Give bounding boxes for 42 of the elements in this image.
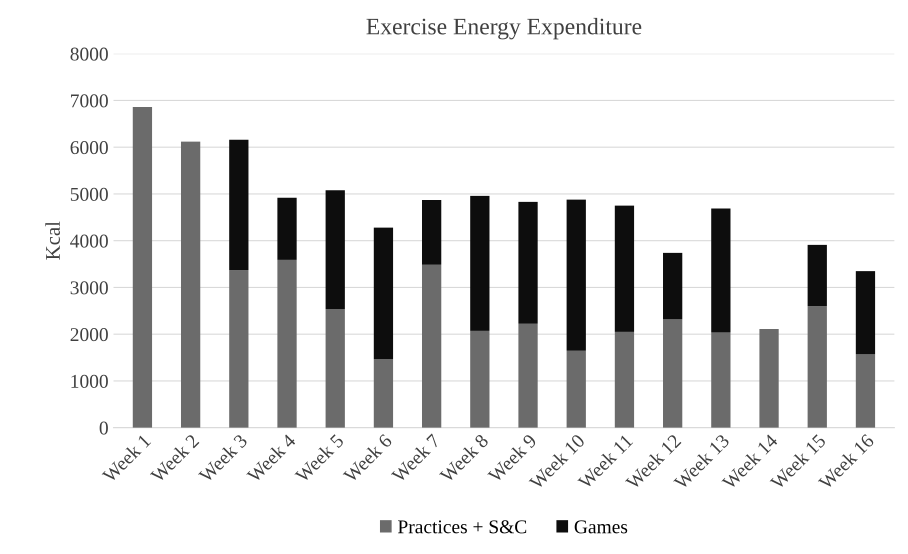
bar [663, 252, 682, 320]
bar [566, 200, 586, 351]
bar [277, 198, 297, 260]
y-tick-label: 0 [100, 422, 108, 435]
bar [518, 323, 538, 428]
bar [470, 330, 490, 428]
bar [808, 244, 827, 306]
bar [422, 264, 442, 428]
bar [566, 350, 586, 428]
bar [229, 140, 248, 270]
bar [374, 358, 394, 428]
bar [132, 107, 152, 428]
legend-label: Practices + S&C [398, 520, 526, 534]
bar [277, 260, 297, 428]
y-tick-label: 8000 [70, 48, 108, 61]
bar [326, 190, 345, 309]
bar [326, 308, 345, 428]
y-tick-label: 4000 [70, 234, 108, 248]
bar [518, 202, 538, 324]
bar [229, 270, 248, 428]
y-tick-label: 1000 [71, 374, 108, 388]
y-tick-label: 2000 [70, 328, 108, 342]
bar [614, 206, 634, 332]
bar [422, 200, 442, 265]
y-tick-label: 7000 [71, 94, 108, 108]
y-axis-title: Kcal [45, 221, 60, 260]
bar [856, 271, 876, 354]
bar [180, 142, 200, 428]
bar [759, 329, 779, 428]
y-tick-label: 6000 [70, 141, 108, 154]
bar [470, 196, 490, 331]
chart-title: Exercise Energy Expenditure [366, 18, 642, 40]
bar [614, 332, 634, 428]
bar [711, 208, 730, 332]
legend-label: Games [574, 520, 628, 534]
bar [808, 306, 827, 428]
y-tick-label: 5000 [70, 188, 108, 201]
bar [663, 319, 682, 428]
y-tick-label: 3000 [70, 281, 108, 294]
bar [711, 332, 730, 428]
bar [856, 354, 876, 428]
bar [374, 228, 394, 359]
